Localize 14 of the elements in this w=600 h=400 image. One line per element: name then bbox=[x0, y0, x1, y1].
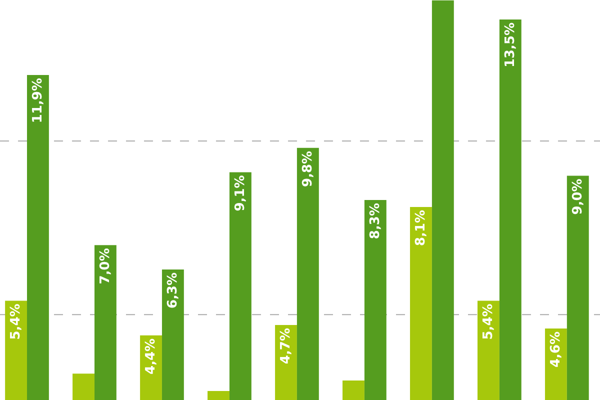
data-label: 6,3% bbox=[165, 272, 180, 309]
data-label: 9,8% bbox=[300, 150, 316, 187]
data-label: 9,1% bbox=[232, 175, 248, 212]
data-label: 4,4% bbox=[144, 338, 159, 374]
data-label: 4,7% bbox=[278, 328, 294, 364]
data-label: 8,3% bbox=[368, 203, 383, 240]
data-label: 11,9% bbox=[30, 78, 46, 124]
data-label: 9,0% bbox=[570, 178, 586, 215]
data-label: 5,4% bbox=[480, 304, 496, 340]
data-label: 7,0% bbox=[98, 248, 113, 284]
data-label: 5,4% bbox=[8, 304, 24, 340]
data-label: 13,5% bbox=[502, 22, 518, 68]
data-label: 4,6% bbox=[548, 331, 564, 368]
data-label: 8,1% bbox=[413, 210, 428, 246]
